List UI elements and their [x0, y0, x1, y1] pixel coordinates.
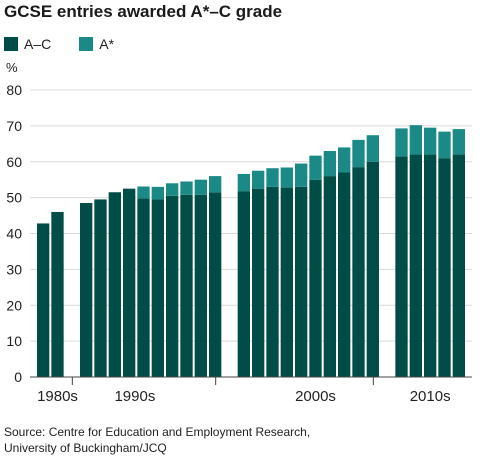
bar-a-star	[424, 127, 437, 155]
bar-a-c	[37, 223, 50, 377]
bar-a-star	[295, 163, 308, 187]
bar-a-star	[309, 155, 322, 180]
y-tick-label: 10	[6, 333, 22, 349]
legend-item-a-c: A–C	[4, 36, 51, 52]
bar-a-c	[280, 187, 293, 377]
bar-a-star	[194, 179, 207, 195]
legend-swatch-a-c	[4, 37, 18, 51]
bar-a-c	[166, 195, 179, 377]
bar-a-c	[252, 188, 265, 377]
bar-a-star	[137, 186, 150, 199]
bar-a-star	[209, 176, 222, 193]
bar-a-c	[123, 188, 136, 377]
bar-a-star	[166, 183, 179, 196]
bar-a-star	[409, 125, 422, 155]
bar-a-c	[338, 172, 351, 377]
bar-a-star	[180, 181, 193, 195]
bar-a-star	[280, 167, 293, 188]
bar-a-star	[438, 131, 451, 159]
bar-a-c	[209, 192, 222, 377]
bar-a-c	[452, 154, 465, 377]
legend-item-a-star: A*	[79, 36, 114, 52]
bar-a-c	[395, 156, 408, 377]
source-line-1: Source: Centre for Education and Employm…	[4, 425, 311, 439]
y-tick-label: 80	[6, 82, 22, 98]
bar-a-star	[237, 173, 250, 192]
y-tick-label: 30	[6, 261, 22, 277]
bar-a-star	[151, 186, 164, 200]
bar-a-c	[151, 199, 164, 377]
bar-a-c	[137, 198, 150, 377]
y-tick-label: 40	[6, 226, 22, 242]
bar-a-c	[237, 191, 250, 377]
y-tick-label: 50	[6, 190, 22, 206]
bar-a-c	[352, 167, 365, 377]
x-decade-label: 2000s	[295, 388, 336, 405]
source-line-2: University of Buckingham/JCQ	[4, 441, 167, 455]
bar-a-star	[266, 168, 279, 187]
y-axis-unit: %	[6, 60, 18, 75]
bar-a-c	[180, 194, 193, 377]
bar-a-c	[366, 161, 379, 377]
bar-a-c	[94, 199, 107, 377]
y-tick-label: 70	[6, 118, 22, 134]
x-decade-label: 2010s	[410, 388, 451, 405]
bar-a-star	[452, 129, 465, 155]
x-decade-label: 1990s	[114, 388, 155, 405]
y-tick-label: 20	[6, 297, 22, 313]
chart-title: GCSE entries awarded A*–C grade	[4, 2, 283, 21]
bar-a-star	[395, 128, 408, 157]
bar-a-c	[80, 203, 93, 377]
legend: A–C A*	[4, 36, 142, 52]
bar-a-c	[438, 158, 451, 377]
y-tick-label: 60	[6, 154, 22, 170]
bar-a-c	[266, 186, 279, 377]
y-tick-label: 0	[14, 369, 22, 385]
bar-a-c	[424, 154, 437, 377]
bar-a-c	[323, 176, 336, 377]
bar-a-c	[194, 194, 207, 377]
bar-a-c	[409, 154, 422, 377]
bar-a-star	[366, 135, 379, 162]
bar-a-star	[352, 139, 365, 168]
bar-a-c	[309, 179, 322, 377]
bar-a-c	[295, 186, 308, 377]
source-note: Source: Centre for Education and Employm…	[4, 424, 474, 456]
legend-label-a-star: A*	[99, 36, 115, 52]
bar-a-star	[252, 170, 265, 189]
legend-swatch-a-star	[79, 37, 94, 51]
bar-a-c	[51, 211, 64, 377]
legend-label-a-c: A–C	[24, 36, 52, 52]
x-decade-label: 1980s	[37, 388, 78, 405]
bar-a-star	[323, 150, 336, 177]
bar-a-star	[338, 147, 351, 173]
bar-a-c	[108, 192, 121, 377]
